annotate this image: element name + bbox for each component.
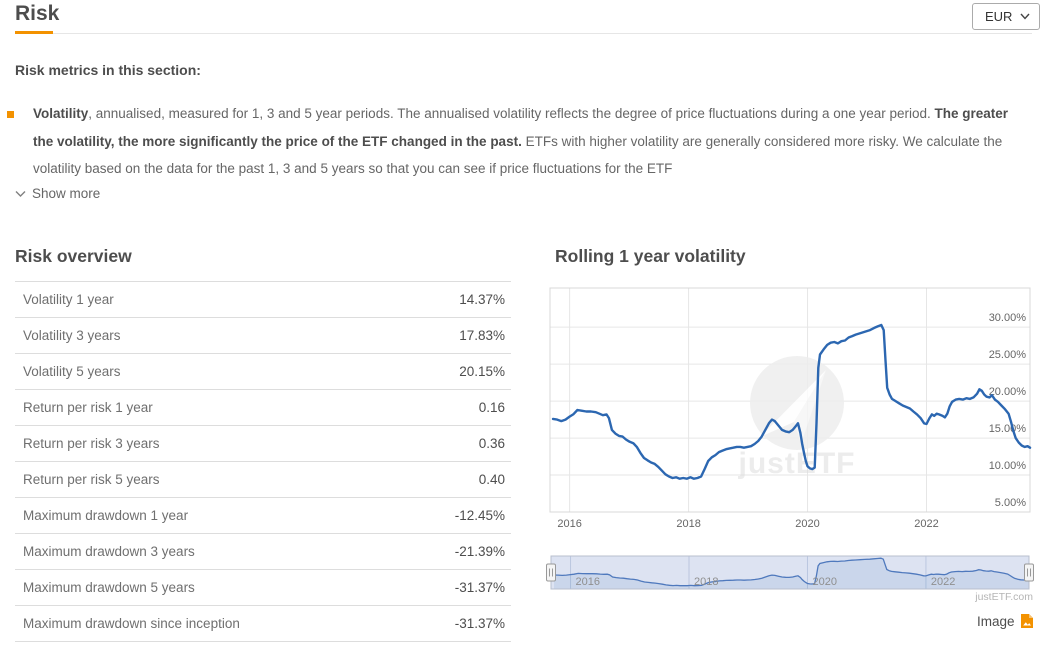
row-label: Volatility 5 years (23, 364, 121, 379)
y-axis-labels: 5.00% 10.00% 15.00% 20.00% 25.00% 30.00% (989, 312, 1027, 509)
row-value: -31.37% (454, 616, 505, 631)
svg-text:2018: 2018 (676, 518, 700, 530)
navigator-series-line (553, 557, 1030, 587)
row-label: Return per risk 1 year (23, 400, 153, 415)
table-row: Volatility 1 year 14.37% (15, 281, 511, 318)
table-row: Maximum drawdown 1 year -12.45% (15, 497, 511, 534)
svg-text:2016: 2016 (576, 576, 600, 588)
chevron-down-icon (15, 190, 26, 197)
chart-navigator[interactable]: 2016 2018 2020 2022 (546, 555, 1034, 590)
risk-overview-table: Volatility 1 year 14.37% Volatility 3 year… (15, 281, 511, 642)
x-axis-labels: 2016 2018 2020 2022 (557, 518, 938, 530)
svg-text:5.00%: 5.00% (995, 497, 1026, 509)
justetf-watermark: justETF (738, 356, 856, 480)
chevron-down-icon (1020, 13, 1030, 20)
bullet-item: Volatility, annualised, measured for 1, … (7, 100, 1012, 183)
svg-text:15.00%: 15.00% (989, 423, 1027, 435)
row-value: 0.36 (478, 436, 505, 451)
row-value: 14.37% (459, 292, 505, 307)
svg-text:25.00%: 25.00% (989, 349, 1027, 361)
bullet-bold-sentence: The greater the volatility, the more sig… (33, 106, 1009, 149)
image-icon (1020, 614, 1033, 628)
bullet-rest: ETFs with higher volatility are generall… (33, 133, 1003, 177)
volatility-chart[interactable]: justETF 5.00% 10.00% 15.00% 20.00% 25.00% 30.0… (540, 285, 1040, 605)
navigator-handle-right[interactable] (1024, 563, 1034, 582)
svg-text:2020: 2020 (795, 518, 819, 530)
currency-value: EUR (985, 9, 1013, 24)
title-underline (15, 31, 53, 34)
svg-text:2016: 2016 (557, 518, 581, 530)
row-label: Return per risk 5 years (23, 472, 160, 487)
table-row: Maximum drawdown 5 years -31.37% (15, 569, 511, 606)
table-row: Return per risk 3 years 0.36 (15, 425, 511, 462)
row-value: 20.15% (459, 364, 505, 379)
row-value: -31.37% (454, 580, 505, 595)
bullet-text: Volatility, annualised, measured for 1, … (33, 100, 1010, 183)
row-label: Maximum drawdown since inception (23, 616, 240, 631)
row-label: Maximum drawdown 1 year (23, 508, 189, 523)
chart-title: Rolling 1 year volatility (555, 246, 746, 266)
svg-text:2020: 2020 (812, 576, 836, 588)
row-value: -21.39% (454, 544, 505, 559)
show-more-link[interactable]: Show more (15, 186, 100, 201)
page-title: Risk (15, 2, 60, 25)
table-row: Maximum drawdown since inception -31.37% (15, 605, 511, 642)
intro-heading: Risk metrics in this section: (15, 62, 201, 78)
image-label: Image (977, 613, 1015, 629)
svg-text:2022: 2022 (914, 518, 938, 530)
row-value: 0.16 (478, 400, 505, 415)
navigator-handle-left[interactable] (546, 563, 556, 582)
plot-border (549, 287, 1031, 513)
image-export-link[interactable]: Image (977, 613, 1034, 629)
table-row: Return per risk 1 year 0.16 (15, 389, 511, 426)
header-divider (15, 33, 1032, 34)
bullet-term: Volatility (33, 106, 89, 121)
row-label: Volatility 3 years (23, 328, 121, 343)
svg-text:2018: 2018 (694, 576, 718, 588)
row-label: Return per risk 3 years (23, 436, 160, 451)
svg-text:justETF: justETF (738, 447, 856, 480)
table-row: Volatility 3 years 17.83% (15, 317, 511, 354)
series-line (551, 323, 1032, 480)
row-label: Maximum drawdown 5 years (23, 580, 195, 595)
table-row: Volatility 5 years 20.15% (15, 353, 511, 390)
row-value: 17.83% (459, 328, 505, 343)
show-more-label: Show more (32, 186, 101, 201)
bullet-after-term: , annualised, measured for 1, 3 and 5 ye… (88, 106, 935, 121)
row-label: Maximum drawdown 3 years (23, 544, 195, 559)
chart-credit: justETF.com (974, 591, 1033, 603)
row-label: Volatility 1 year (23, 292, 114, 307)
risk-overview-title: Risk overview (15, 246, 132, 266)
svg-text:30.00%: 30.00% (989, 312, 1027, 324)
row-value: 0.40 (478, 472, 505, 487)
svg-text:10.00%: 10.00% (989, 460, 1027, 472)
svg-text:2022: 2022 (931, 576, 955, 588)
bullet-square-icon (7, 111, 14, 118)
table-row: Maximum drawdown 3 years -21.39% (15, 533, 511, 570)
table-row: Return per risk 5 years 0.40 (15, 461, 511, 498)
svg-text:20.00%: 20.00% (989, 386, 1027, 398)
row-value: -12.45% (454, 508, 505, 523)
currency-select[interactable]: EUR (972, 3, 1040, 30)
